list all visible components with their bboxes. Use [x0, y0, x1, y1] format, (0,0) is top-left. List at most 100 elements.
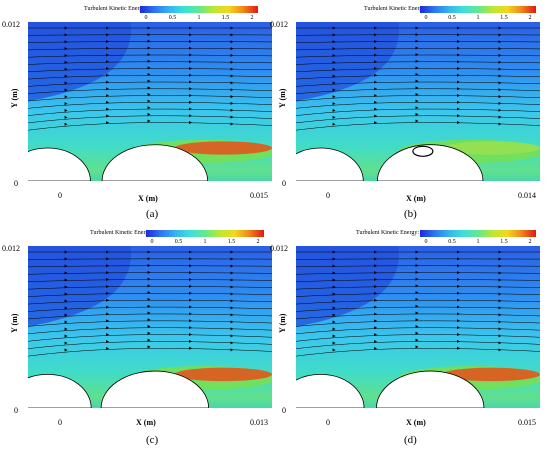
streamline-arrow	[230, 60, 234, 64]
streamline-arrow	[498, 95, 502, 99]
streamline-arrow	[189, 291, 193, 295]
streamline-arrow	[64, 271, 68, 275]
streamline-arrow	[189, 250, 193, 254]
streamline-arrow	[230, 320, 234, 324]
streamline-arrow	[457, 53, 461, 57]
streamline-arrow	[457, 33, 461, 37]
rib-left	[296, 374, 365, 409]
streamline-arrow	[189, 114, 193, 118]
streamline-arrow	[457, 114, 461, 118]
streamline-arrow	[332, 26, 336, 30]
streamline-arrow	[415, 291, 419, 295]
streamline-arrow	[147, 59, 151, 63]
streamline-arrow	[189, 46, 193, 50]
streamline-arrow	[415, 257, 419, 261]
y-tick-bottom: 0	[14, 179, 18, 188]
streamline-arrow	[189, 33, 193, 37]
panel-caption: (d)	[404, 434, 417, 446]
streamline-arrow	[106, 326, 110, 330]
colorbar	[420, 230, 536, 237]
streamline-arrow	[230, 67, 234, 71]
streamline-arrow	[415, 297, 419, 301]
streamline-arrow	[147, 338, 151, 342]
streamline-arrow	[332, 102, 336, 106]
streamline-arrow	[498, 264, 502, 268]
streamline-arrow	[498, 299, 502, 303]
streamline-arrow	[230, 81, 234, 85]
streamline-arrow	[374, 67, 378, 71]
streamline-arrow	[415, 277, 419, 281]
x-axis-label: X (m)	[406, 418, 426, 427]
streamline-arrow	[498, 334, 502, 338]
streamline-arrow	[64, 60, 68, 64]
streamline-arrow	[230, 278, 234, 282]
streamline-arrow	[147, 277, 151, 281]
colorbar-tick-label: 2	[256, 239, 260, 245]
streamline-arrow	[415, 331, 419, 335]
streamline-arrow	[457, 319, 461, 323]
streamline-arrow	[457, 305, 461, 309]
wall	[28, 408, 272, 414]
x-axis-label: X (m)	[138, 194, 158, 203]
streamline	[296, 88, 540, 94]
streamline-arrow	[64, 348, 68, 352]
contour-plot	[28, 22, 272, 187]
streamline-arrow	[230, 47, 234, 51]
streamline-arrow	[189, 100, 193, 104]
streamline	[296, 320, 540, 327]
streamline-arrow	[147, 304, 151, 308]
x-tick-left: 0	[58, 191, 62, 200]
x-tick-right: 0.014	[518, 191, 536, 200]
streamline	[296, 115, 540, 124]
streamline-arrow	[147, 66, 151, 70]
streamline-arrow	[332, 122, 336, 126]
streamline-arrow	[147, 119, 151, 123]
streamline-arrow	[415, 112, 419, 116]
streamline-arrow	[498, 74, 502, 78]
streamline-arrow	[64, 264, 68, 268]
streamline-arrow	[415, 79, 419, 83]
streamline-arrow	[332, 313, 336, 317]
streamline-arrow	[374, 346, 378, 350]
streamline	[28, 272, 272, 275]
streamline	[296, 108, 540, 116]
x-tick-left: 0	[326, 191, 330, 200]
streamline-arrow	[64, 108, 68, 112]
rib-right	[100, 370, 210, 409]
streamline-arrow	[332, 47, 336, 51]
streamline-arrow	[415, 284, 419, 288]
streamline	[296, 279, 540, 283]
rib-right	[101, 144, 209, 182]
streamline-arrow	[189, 284, 193, 288]
streamline-arrow	[106, 298, 110, 302]
streamline-arrow	[415, 99, 419, 103]
streamline-arrow	[332, 33, 336, 37]
streamline-arrow	[106, 121, 110, 125]
streamline-arrow	[230, 108, 234, 112]
streamline-arrow	[415, 250, 419, 254]
streamline-arrow	[147, 284, 151, 288]
streamline-arrow	[498, 81, 502, 85]
streamline-arrow	[457, 339, 461, 343]
streamline-arrow	[106, 107, 110, 111]
streamline-arrow	[332, 306, 336, 310]
streamline-arrow	[147, 311, 151, 315]
streamline	[296, 348, 540, 357]
streamline-arrow	[415, 39, 419, 43]
streamline-arrow	[230, 313, 234, 317]
streamline-arrow	[498, 285, 502, 289]
streamline-arrow	[415, 26, 419, 30]
streamline-arrow	[332, 278, 336, 282]
streamline-arrow	[498, 60, 502, 64]
streamline-arrow	[189, 120, 193, 124]
streamline-arrow	[106, 26, 110, 30]
streamline-arrow	[457, 120, 461, 124]
streamline-arrow	[147, 112, 151, 116]
streamline-arrow	[106, 114, 110, 118]
streamline-arrow	[189, 298, 193, 302]
x-axis-label: X (m)	[136, 418, 156, 427]
streamline-arrow	[332, 299, 336, 303]
streamline-arrow	[374, 264, 378, 268]
streamline	[28, 299, 272, 305]
streamline-arrow	[332, 292, 336, 296]
